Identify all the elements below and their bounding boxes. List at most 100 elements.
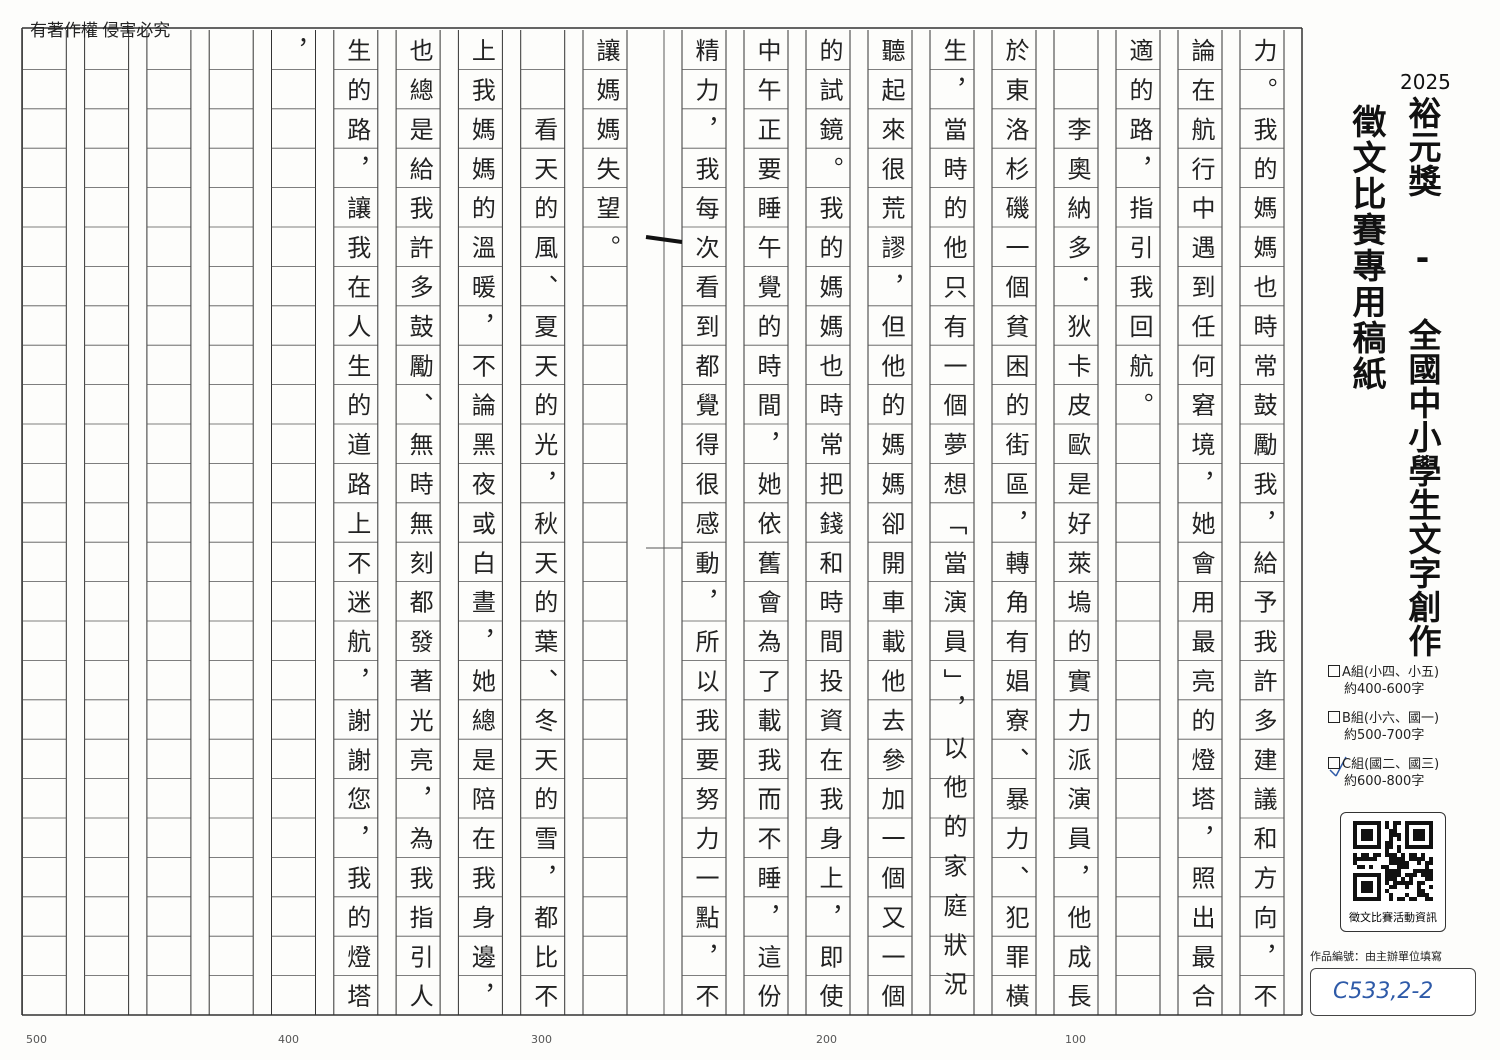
qr-module [1401, 897, 1405, 901]
qr-module [1417, 861, 1421, 865]
qr-module [1429, 861, 1433, 865]
checkbox[interactable] [1328, 757, 1340, 769]
sub-title: 徵文比賽專用稿紙 [1346, 104, 1386, 392]
text-column: 李奧納多．狄卡皮歐是好萊塢的實力派演員，他成長 [1063, 37, 1089, 1023]
qr-module [1393, 853, 1397, 857]
qr-module [1369, 857, 1373, 861]
qr-module [1385, 869, 1389, 873]
ruler-label: 200 [816, 1033, 837, 1046]
qr-module [1389, 845, 1393, 849]
qr-caption: 徵文比賽活動資訊 [1349, 911, 1437, 924]
checkbox[interactable] [1328, 711, 1340, 723]
qr-module [1417, 885, 1421, 889]
main-title: 裕元獎 - 全國中小學生文字創作 [1403, 96, 1442, 658]
qr-finder [1361, 829, 1373, 841]
qr-module [1425, 865, 1429, 869]
text-column: 力。我的媽媽也時常鼓勵我，給予我許多建議和方向，不 [1249, 37, 1275, 1023]
qr-module [1397, 837, 1401, 841]
year: 2025 [1400, 70, 1451, 94]
qr-module [1385, 821, 1389, 825]
copyright: 有著作權 侵害必究 [30, 21, 171, 40]
qr-module [1413, 857, 1417, 861]
qr-code [1353, 821, 1433, 901]
qr-module [1417, 889, 1421, 893]
option-group: A組(小四、小五) [1342, 665, 1440, 680]
ruler-label: 500 [26, 1033, 47, 1046]
qr-module [1397, 849, 1401, 853]
qr-module [1389, 841, 1393, 845]
qr-module [1409, 897, 1413, 901]
qr-module [1425, 873, 1429, 877]
serial-value: C533,2-2 [1333, 979, 1434, 1004]
qr-module [1425, 877, 1429, 881]
qr-module [1393, 881, 1397, 885]
qr-module [1413, 869, 1417, 873]
qr-module [1429, 873, 1433, 877]
ruler-label: 300 [531, 1033, 552, 1046]
qr-module [1385, 865, 1389, 869]
qr-module [1385, 877, 1389, 881]
text-column: 的試鏡。我的媽媽也時常把錢和時間投資在我身上，即使 [815, 37, 841, 1023]
qr-module [1397, 857, 1401, 861]
qr-module [1357, 857, 1361, 861]
qr-module [1385, 873, 1389, 877]
qr-module [1429, 885, 1433, 889]
qr-module [1389, 829, 1393, 833]
qr-module [1421, 873, 1425, 877]
option: C組(國二、國三) 約600-800字 [1328, 756, 1439, 790]
option: A組(小四、小五) 約400-600字 [1328, 664, 1439, 698]
qr-module [1405, 873, 1409, 877]
qr-module [1361, 865, 1365, 869]
qr-module [1417, 893, 1421, 897]
qr-module [1389, 869, 1393, 873]
text-column: 於東洛杉磯一個貧困的街區，轉角有娼寮、暴力、犯罪橫 [1001, 37, 1027, 1023]
checkbox[interactable] [1328, 665, 1340, 677]
qr-module [1405, 885, 1409, 889]
qr-module [1389, 837, 1393, 841]
qr-module [1421, 869, 1425, 873]
qr-module [1393, 821, 1397, 825]
qr-module [1389, 897, 1393, 901]
qr-module [1389, 893, 1393, 897]
qr-module [1357, 865, 1361, 869]
qr-module [1389, 873, 1393, 877]
qr-module [1385, 825, 1389, 829]
text-column: 適的路，指引我回航。 [1125, 37, 1151, 432]
qr-module [1429, 897, 1433, 901]
qr-module [1405, 861, 1409, 865]
qr-module [1393, 885, 1397, 889]
qr-module [1353, 857, 1357, 861]
option: B組(小六、國一) 約500-700字 [1328, 710, 1439, 744]
qr-module [1381, 865, 1385, 869]
qr-module [1353, 861, 1357, 865]
qr-module [1409, 877, 1413, 881]
check-mark [1335, 756, 1347, 777]
qr-module [1397, 821, 1401, 825]
qr-module [1385, 849, 1389, 853]
qr-module [1421, 889, 1425, 893]
qr-module [1393, 833, 1397, 837]
qr-module [1393, 829, 1397, 833]
qr-module [1421, 893, 1425, 897]
text-column: 也總是給我許多鼓勵、無時無刻都發著光亮，為我指引人 [405, 37, 432, 1023]
qr-module [1361, 853, 1365, 857]
qr-module [1413, 897, 1417, 901]
qr-module [1385, 853, 1389, 857]
gutter-mark [645, 235, 683, 244]
qr-module [1385, 845, 1389, 849]
check-mark [1329, 769, 1337, 777]
qr-module [1397, 881, 1401, 885]
option-words: 約600-800字 [1344, 774, 1425, 789]
qr-module [1389, 861, 1393, 865]
ruler-label: 400 [278, 1033, 299, 1046]
qr-module [1401, 881, 1405, 885]
text-column: 生，當時的他只有一個夢想「當演員」，以他的家庭狀況 [939, 37, 965, 1011]
qr-module [1417, 857, 1421, 861]
text-column: 讓媽媽失望。 [592, 37, 618, 275]
qr-module [1421, 853, 1425, 857]
qr-module [1397, 833, 1401, 837]
qr-module [1417, 869, 1421, 873]
text-column: 精力，我每次看到都覺得很感動，所以我要努力一點，不 [691, 37, 717, 1023]
qr-module [1401, 877, 1405, 881]
